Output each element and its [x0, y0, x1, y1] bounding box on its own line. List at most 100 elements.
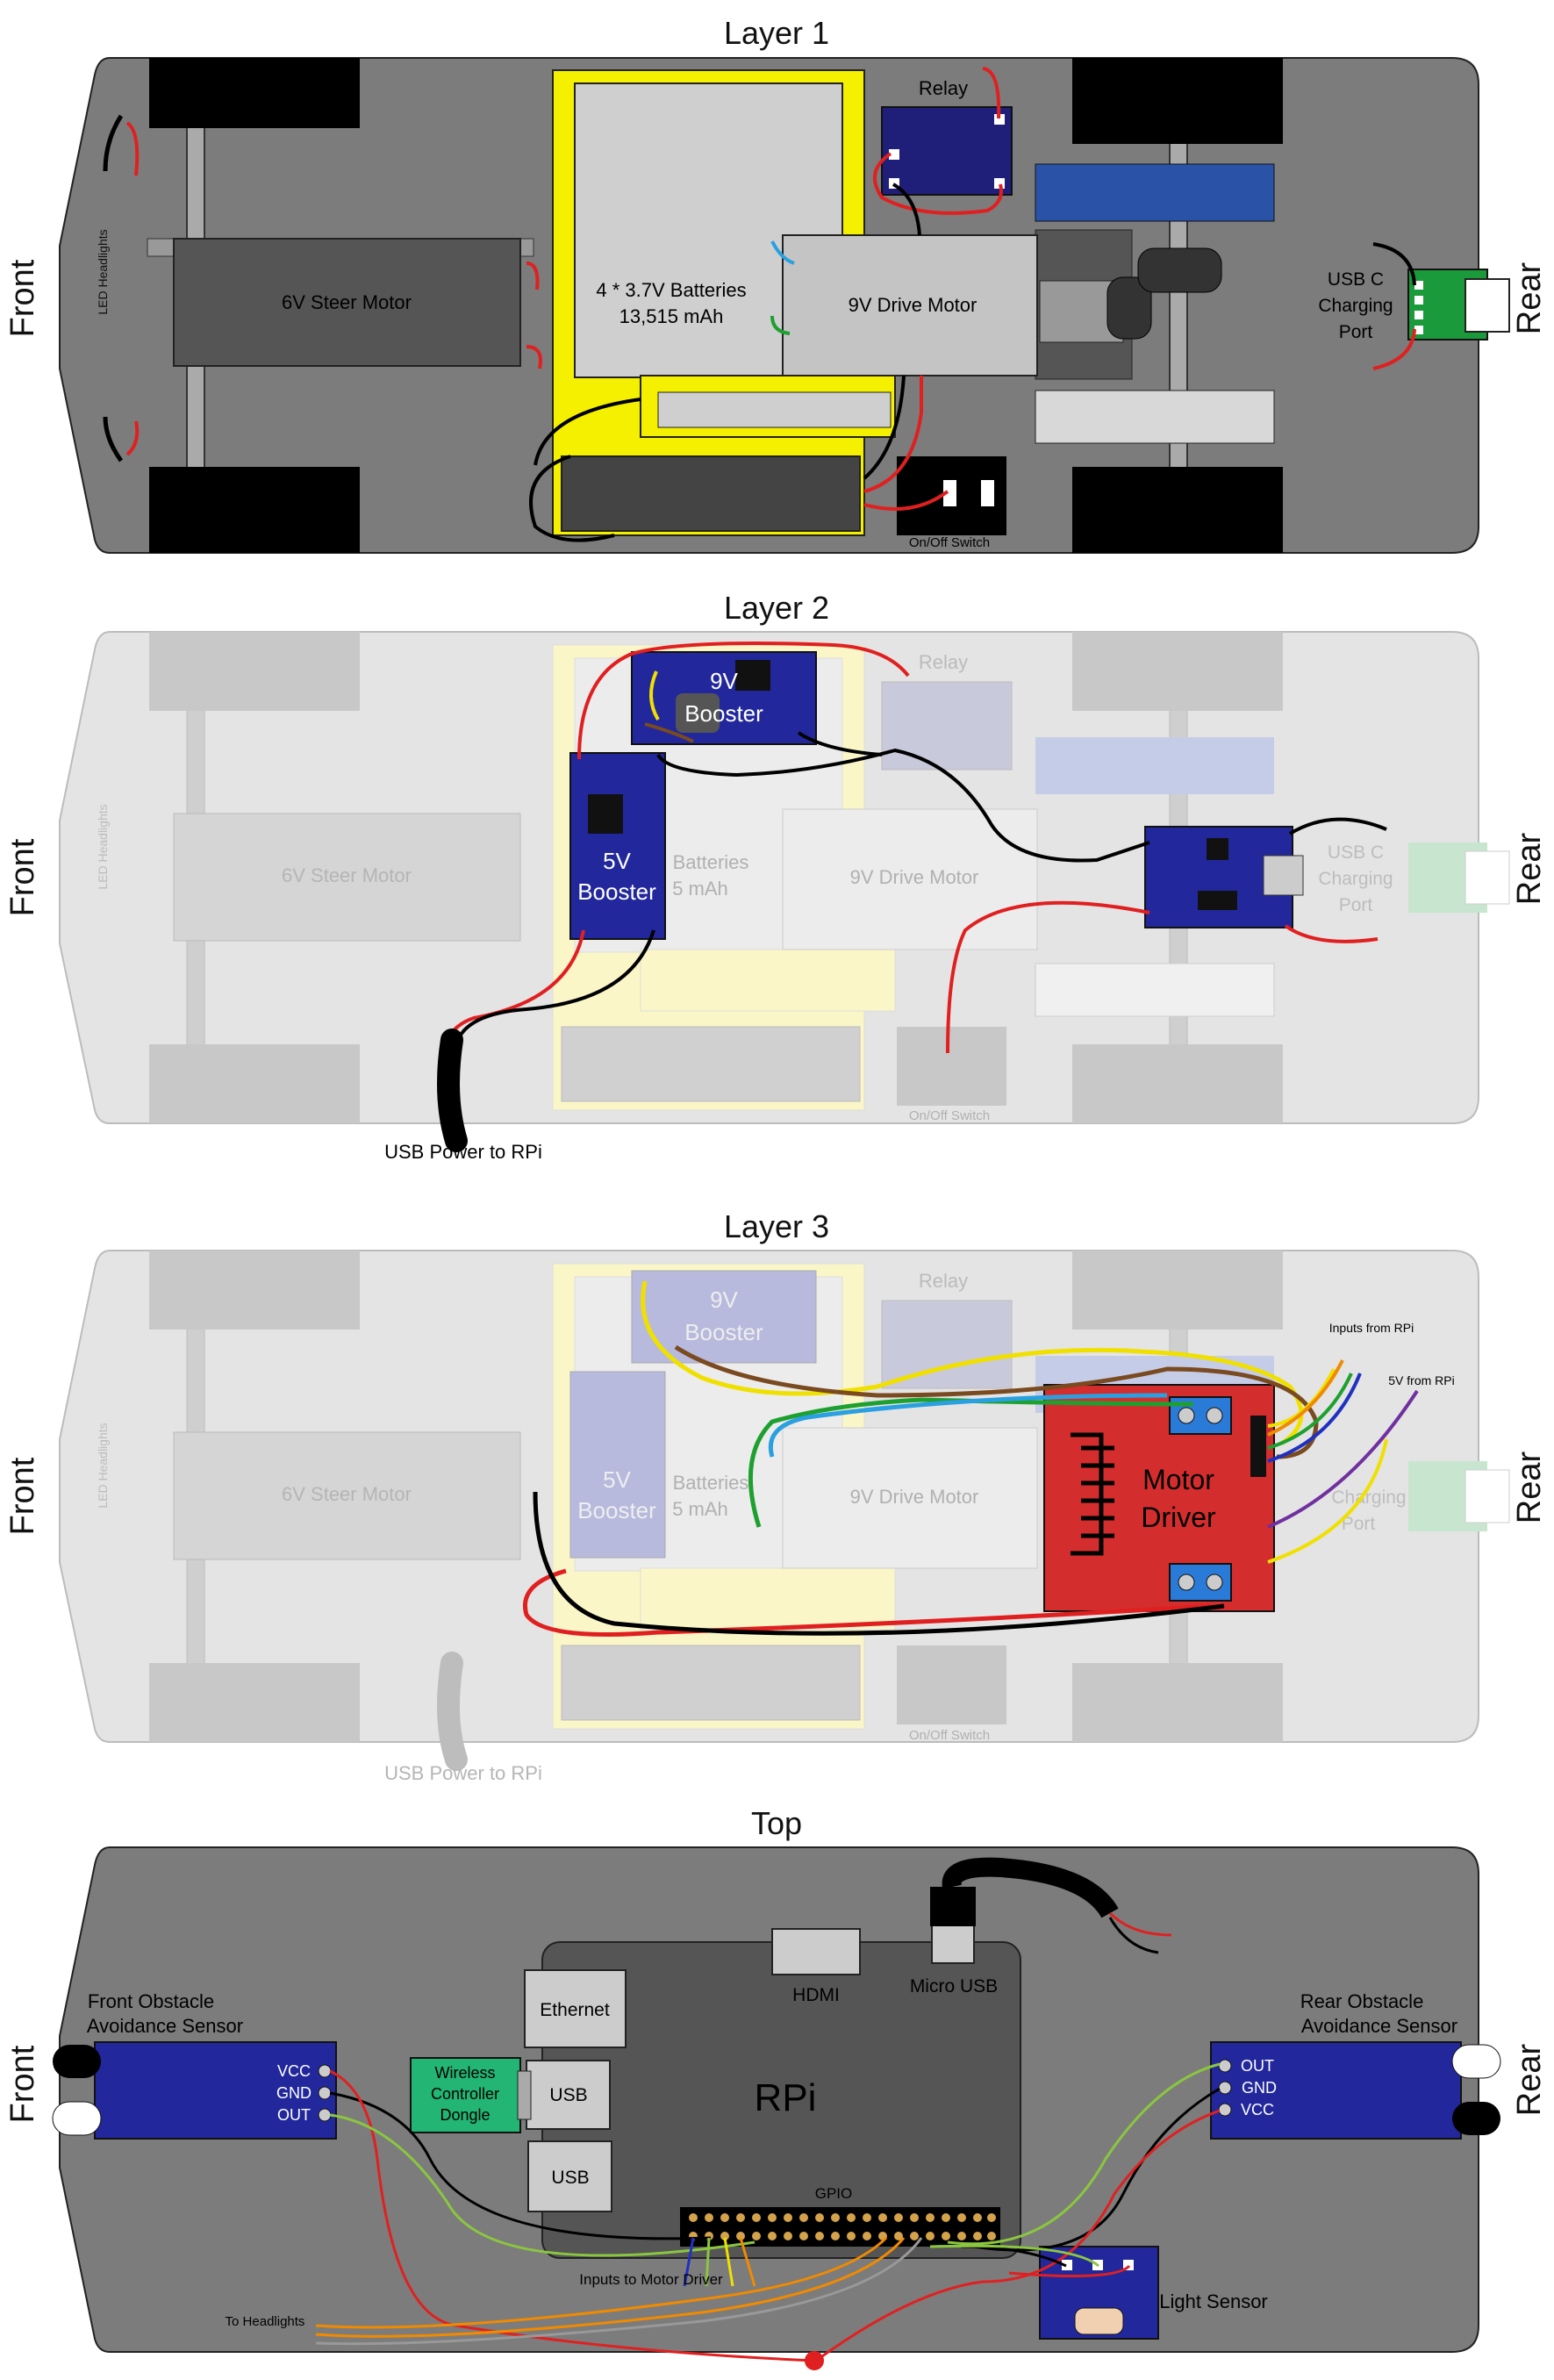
charge-chip	[1207, 838, 1228, 860]
drive-motor	[782, 1427, 1038, 1569]
wheel-rear-bottom	[1072, 467, 1283, 553]
motor-input-wire	[683, 2237, 695, 2287]
battery-holder	[561, 1645, 861, 1721]
wire-black	[892, 183, 921, 236]
motor-driver-label-1: Motor	[1142, 1464, 1214, 1495]
wire-blue	[769, 1393, 1168, 1458]
rear-sensor-emitter	[1452, 2102, 1500, 2135]
switch-toggle	[981, 480, 994, 506]
top-title: Top	[751, 1805, 802, 1841]
input-wire-green	[1267, 1373, 1353, 1450]
light-sensor-cell	[1074, 2307, 1124, 2335]
usb-c-pin	[1414, 281, 1423, 290]
wheel-front-top	[149, 632, 360, 711]
gpio-label: GPIO	[815, 2185, 853, 2202]
hdmi-label: HDMI	[792, 1985, 840, 2005]
front-sensor-label-2: Avoidance Sensor	[87, 2015, 243, 2037]
front-label: Front	[4, 2045, 41, 2123]
wheel-front-bottom	[149, 1663, 360, 1742]
booster-9v-label-2: Booster	[684, 1319, 763, 1345]
front-sensor-receiver	[52, 2101, 102, 2136]
rear-sensor-label-1: Rear Obstacle	[1300, 1990, 1424, 2012]
rear-vcc-label: VCC	[1241, 2101, 1274, 2118]
wire-red	[1008, 2264, 1131, 2278]
layer-3-title: Layer 3	[724, 1208, 829, 1244]
layer-2: Layer 2 Front Rear LED Headlights 6V Ste…	[4, 590, 1548, 1163]
wheel-rear-top	[1072, 58, 1283, 144]
booster-9v	[631, 651, 817, 745]
booster-9v-label-1: 9V	[710, 668, 738, 694]
top-layer: Top Front Rear RPi HDMI Micro USB Ethern…	[4, 1805, 1548, 2370]
usb-c-wire-black	[1372, 242, 1416, 286]
wire-black	[455, 929, 655, 1045]
rpi-label: RPi	[755, 2076, 817, 2119]
headlight-wire-top	[125, 121, 140, 176]
wire-red	[523, 1568, 1212, 1637]
rear-label: Rear	[1511, 1451, 1548, 1523]
led-headlights-label: LED Headlights	[96, 229, 110, 314]
batteries-label-1: 4 * 3.7V Batteries	[596, 279, 746, 301]
rear-sensor-label-2: Avoidance Sensor	[1301, 2015, 1457, 2037]
micro-usb-plug	[930, 1887, 976, 1926]
wire-black	[534, 398, 641, 466]
header-pins	[1250, 1416, 1266, 1477]
wheel-rear-top	[1072, 1251, 1283, 1330]
wire-red	[815, 2109, 1221, 2362]
booster-5v-label-1: 5V	[603, 1466, 631, 1493]
wheel-front-bottom	[149, 467, 360, 553]
charge-port	[1263, 855, 1304, 896]
booster-9v-label-2: Booster	[684, 700, 763, 727]
layer-1: Layer 1 Front Rear LED Headlights 6V Ste…	[4, 15, 1548, 554]
terminal-screw	[1178, 1407, 1195, 1424]
front-gnd-label: GND	[276, 2084, 312, 2102]
usb-power-cable	[437, 1652, 468, 1771]
steer-motor	[173, 1431, 521, 1560]
micro-usb-cable-wire	[1108, 1917, 1159, 1954]
steer-motor	[173, 238, 521, 367]
usb-c-label-3: Port	[1342, 1514, 1376, 1534]
battery-slot	[640, 949, 896, 1012]
usb-c-wire-red	[1372, 328, 1416, 370]
motor-input-wire	[705, 2237, 711, 2287]
usb-c-connector	[1464, 1469, 1510, 1523]
relay-pin	[994, 114, 1005, 125]
relay	[881, 106, 1013, 196]
relay-label: Relay	[919, 77, 968, 99]
booster-5v	[569, 1371, 666, 1559]
usb-c-connector	[1464, 850, 1510, 905]
drive-motor-wire	[770, 240, 795, 265]
rear-sensor-pin	[1218, 2059, 1232, 2073]
usb-c-label-1: USB C	[1328, 269, 1384, 290]
rear-label: Rear	[1511, 832, 1548, 905]
switch-label: On/Off Switch	[909, 535, 990, 550]
dongle-label-1: Wireless	[434, 2064, 495, 2082]
relay-pin	[889, 149, 899, 160]
wire-black	[533, 1491, 1225, 1636]
layer-2-title: Layer 2	[724, 590, 829, 626]
batteries-label-2: 5 mAh	[672, 878, 728, 900]
rear-sensor	[1210, 2041, 1462, 2140]
usb-port-1	[526, 2060, 611, 2130]
wire-green	[929, 2244, 1099, 2268]
steer-motor-label: 6V Steer Motor	[282, 1483, 412, 1505]
switch-toggle	[943, 480, 956, 506]
relay-label: Relay	[919, 651, 968, 673]
rear-label: Rear	[1511, 262, 1548, 334]
wire-black	[529, 455, 615, 542]
battery-holder	[561, 1026, 861, 1102]
wire-black	[797, 731, 883, 756]
five-v-from-rpi-label: 5V from RPi	[1388, 1373, 1454, 1387]
wire-black	[863, 375, 906, 480]
wheel-rear-bottom	[1072, 1044, 1283, 1123]
front-label: Front	[4, 1457, 41, 1535]
steer-motor-label: 6V Steer Motor	[282, 864, 412, 886]
steer-motor	[173, 813, 521, 942]
light-sensor-pin	[1062, 2260, 1072, 2270]
battery-slot	[640, 1567, 896, 1631]
drive-motor-label: 9V Drive Motor	[849, 294, 978, 316]
rear-sensor-pin	[1218, 2103, 1232, 2117]
rear-label: Rear	[1511, 2043, 1548, 2116]
input-wire-yellow-2	[1267, 1438, 1388, 1564]
batteries-label-1: Batteries	[673, 1472, 749, 1494]
relay	[881, 681, 1013, 771]
